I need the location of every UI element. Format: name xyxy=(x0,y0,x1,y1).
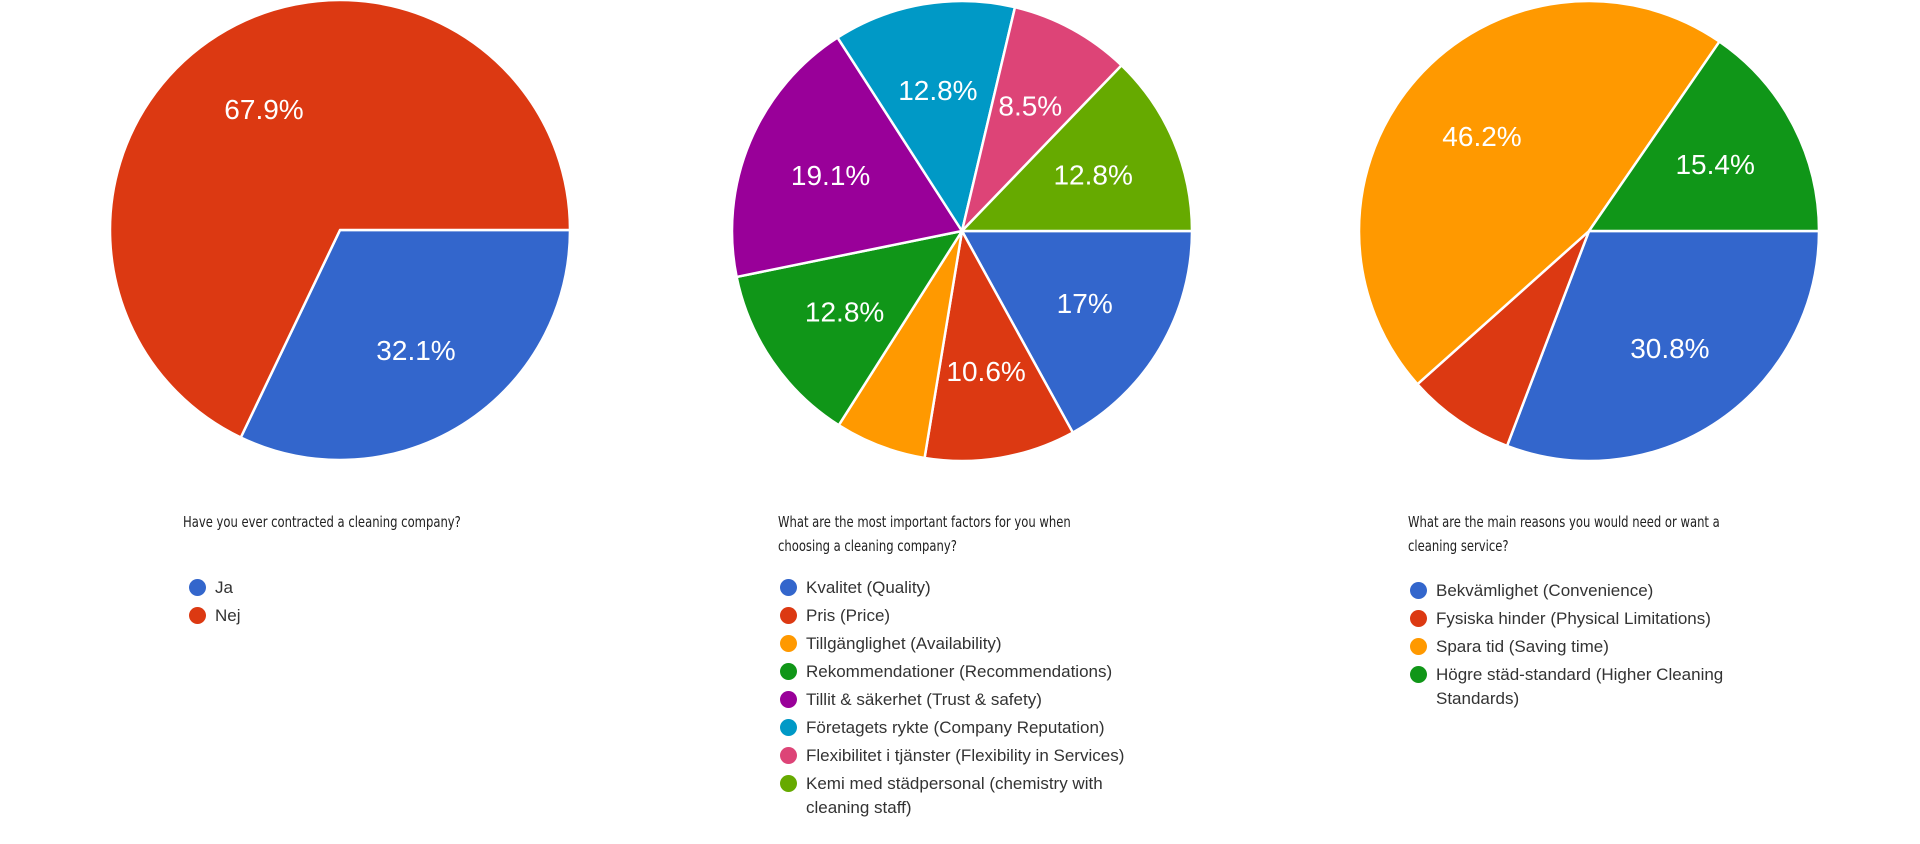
slice-value-label: 46.2% xyxy=(1442,121,1521,152)
legend-label: Pris (Price) xyxy=(806,606,891,625)
legend-item: Tillgänglighet (Availability) xyxy=(780,632,1150,656)
legend-item: Ja xyxy=(189,576,569,600)
pie-slice xyxy=(836,0,1017,233)
legend-swatch xyxy=(780,635,797,652)
chart-title: Have you ever contracted a cleaning comp… xyxy=(183,513,461,531)
pie-slice xyxy=(1505,229,1821,463)
legend-swatch xyxy=(780,663,797,680)
slice-value-label: 12.8% xyxy=(898,75,977,106)
legend-label: Ja xyxy=(215,578,233,597)
slice-value-label: 15.4% xyxy=(1675,149,1754,180)
legend-label: Rekommendationer (Recommendations) xyxy=(806,662,1113,681)
legend-swatch xyxy=(1410,666,1427,683)
slice-value-label: 17% xyxy=(1057,288,1113,319)
legend-label: Fysiska hinder (Physical Limitations) xyxy=(1436,609,1711,628)
legend-swatch xyxy=(780,775,797,792)
legend-swatch xyxy=(780,719,797,736)
pie-slice xyxy=(239,228,572,462)
legend-item: Kemi med städpersonal (chemistry with cl… xyxy=(780,772,1150,820)
pie-slice xyxy=(923,229,1075,463)
pie-slice xyxy=(1416,229,1591,448)
pie-slice xyxy=(1587,40,1821,233)
slice-value-label: 12.8% xyxy=(805,296,884,327)
legend: Ja Nej xyxy=(189,576,569,632)
legend-item: Tillit & säkerhet (Trust & safety) xyxy=(780,688,1150,712)
chart-title: What are the main reasons you would need… xyxy=(1408,513,1720,555)
legend-label: Kvalitet (Quality) xyxy=(806,578,931,597)
chart-title: What are the most important factors for … xyxy=(778,513,1071,555)
legend: Kvalitet (Quality) Pris (Price) Tillgängli… xyxy=(780,576,1150,824)
legend-item: Högre städ-standard (Higher Cleaning Sta… xyxy=(1410,663,1750,711)
legend-swatch xyxy=(780,579,797,596)
slice-value-label: 67.9% xyxy=(224,94,303,125)
pie-slice xyxy=(1357,0,1721,386)
slice-value-label: 19.1% xyxy=(791,160,870,191)
legend-item: Kvalitet (Quality) xyxy=(780,576,1150,600)
legend: Bekvämlighet (Convenience) Fysiska hinder… xyxy=(1410,579,1750,715)
legend-swatch xyxy=(1410,582,1427,599)
legend-swatch xyxy=(189,579,206,596)
legend-swatch xyxy=(189,607,206,624)
legend-item: Pris (Price) xyxy=(780,604,1150,628)
legend-swatch xyxy=(780,691,797,708)
legend-swatch xyxy=(1410,610,1427,627)
legend-label: Spara tid (Saving time) xyxy=(1436,637,1609,656)
legend-label: Flexibilitet i tjänster (Flexibility in … xyxy=(806,746,1125,765)
slice-value-label: 10.6% xyxy=(946,356,1025,387)
legend-label: Nej xyxy=(215,606,241,625)
legend-label: Företagets rykte (Company Reputation) xyxy=(806,718,1105,737)
legend-item: Företagets rykte (Company Reputation) xyxy=(780,716,1150,740)
legend-item: Flexibilitet i tjänster (Flexibility in … xyxy=(780,744,1150,768)
slice-value-label: 30.8% xyxy=(1630,333,1709,364)
slice-value-label: 12.8% xyxy=(1053,160,1132,191)
slice-value-label: 8.5% xyxy=(998,90,1062,121)
legend-label: Bekvämlighet (Convenience) xyxy=(1436,581,1654,600)
legend-swatch xyxy=(780,747,797,764)
pie-slice xyxy=(960,229,1194,434)
legend-label: Tillgänglighet (Availability) xyxy=(806,634,1002,653)
slice-value-label: 32.1% xyxy=(376,335,455,366)
legend-item: Spara tid (Saving time) xyxy=(1410,635,1750,659)
legend-item: Bekvämlighet (Convenience) xyxy=(1410,579,1750,603)
legend-label: Kemi med städpersonal (chemistry with cl… xyxy=(806,774,1103,817)
legend-swatch xyxy=(780,607,797,624)
legend-item: Fysiska hinder (Physical Limitations) xyxy=(1410,607,1750,631)
legend-label: Tillit & säkerhet (Trust & safety) xyxy=(806,690,1042,709)
pie-slice xyxy=(108,0,572,439)
legend-item: Nej xyxy=(189,604,569,628)
legend-label: Högre städ-standard (Higher Cleaning Sta… xyxy=(1436,665,1724,708)
legend-swatch xyxy=(1410,638,1427,655)
pie-slice xyxy=(735,229,964,427)
pie-slice xyxy=(730,36,964,279)
pie-slice xyxy=(960,5,1123,233)
legend-item: Rekommendationer (Recommendations) xyxy=(780,660,1150,684)
pie-slice xyxy=(960,64,1194,233)
